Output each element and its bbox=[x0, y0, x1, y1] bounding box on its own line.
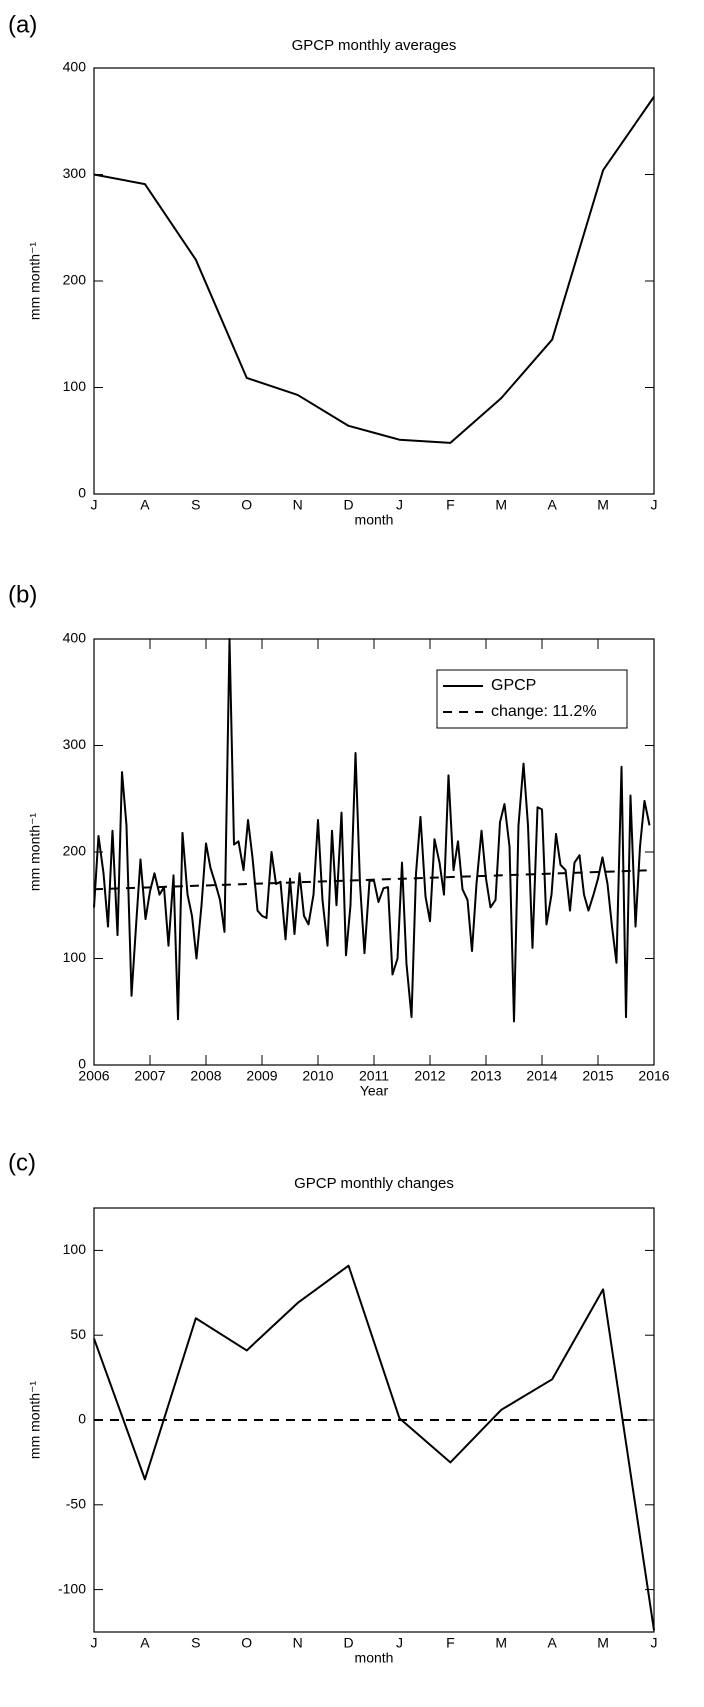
y-tick-label: 300 bbox=[63, 165, 87, 181]
chart-title: GPCP monthly averages bbox=[292, 37, 457, 54]
x-tick-label: J bbox=[396, 1635, 403, 1651]
y-tick-label: 100 bbox=[63, 949, 87, 965]
x-tick-label: O bbox=[241, 1635, 252, 1651]
y-tick-label: 0 bbox=[78, 1411, 86, 1427]
data-line bbox=[93, 869, 655, 891]
y-axis-label: mm month⁻¹ bbox=[27, 242, 43, 321]
x-tick-label: J bbox=[396, 497, 403, 513]
x-tick-label: A bbox=[140, 1635, 150, 1651]
x-tick-label: D bbox=[343, 1635, 353, 1651]
x-tick-label: A bbox=[548, 497, 558, 513]
x-tick-label: 2010 bbox=[302, 1068, 333, 1084]
x-axis-label: month bbox=[355, 1650, 394, 1666]
x-tick-label: M bbox=[597, 1635, 609, 1651]
x-tick-label: F bbox=[446, 1635, 455, 1651]
legend-label: GPCP bbox=[491, 677, 536, 694]
x-tick-label: N bbox=[293, 497, 303, 513]
x-tick-label: S bbox=[191, 1635, 200, 1651]
y-tick-label: 100 bbox=[63, 1241, 87, 1257]
x-tick-label: 2012 bbox=[414, 1068, 445, 1084]
x-tick-label: M bbox=[597, 497, 609, 513]
x-tick-label: F bbox=[446, 497, 455, 513]
x-tick-label: D bbox=[343, 497, 353, 513]
chart-title: GPCP monthly changes bbox=[294, 1175, 454, 1192]
x-tick-label: J bbox=[91, 1635, 98, 1651]
x-tick-label: 2013 bbox=[470, 1068, 501, 1084]
y-tick-label: -100 bbox=[58, 1580, 86, 1596]
data-line bbox=[93, 1264, 655, 1631]
x-tick-label: A bbox=[140, 497, 150, 513]
x-tick-label: 2008 bbox=[190, 1068, 221, 1084]
y-tick-label: 50 bbox=[70, 1326, 86, 1342]
y-axis-label: mm month⁻¹ bbox=[27, 1381, 43, 1460]
y-tick-label: 100 bbox=[63, 378, 87, 394]
x-tick-label: J bbox=[651, 497, 658, 513]
x-tick-label: 2011 bbox=[359, 1068, 389, 1084]
legend-box bbox=[436, 669, 628, 729]
y-axis-label: mm month⁻¹ bbox=[27, 813, 43, 892]
legend-label: change: 11.2% bbox=[491, 703, 597, 720]
x-tick-label: J bbox=[651, 1635, 658, 1651]
x-tick-label: 2016 bbox=[638, 1068, 669, 1084]
x-tick-label: 2015 bbox=[582, 1068, 613, 1084]
panel-label: (a) bbox=[8, 11, 37, 38]
panel-label: (b) bbox=[8, 581, 37, 608]
data-line bbox=[93, 96, 655, 444]
x-tick-label: O bbox=[241, 497, 252, 513]
x-tick-label: 2014 bbox=[526, 1068, 557, 1084]
x-tick-label: M bbox=[495, 497, 507, 513]
x-tick-label: S bbox=[191, 497, 200, 513]
x-axis-label: month bbox=[355, 512, 394, 528]
y-tick-label: 300 bbox=[63, 736, 87, 752]
x-tick-label: A bbox=[548, 1635, 558, 1651]
y-tick-label: 0 bbox=[78, 485, 86, 501]
y-tick-label: 400 bbox=[63, 630, 87, 646]
y-tick-label: -50 bbox=[66, 1496, 86, 1512]
y-tick-label: 0 bbox=[78, 1056, 86, 1072]
x-tick-label: M bbox=[495, 1635, 507, 1651]
panel-label: (c) bbox=[8, 1149, 36, 1176]
y-tick-label: 400 bbox=[63, 59, 87, 75]
y-tick-label: 200 bbox=[63, 272, 87, 288]
x-axis-label: Year bbox=[360, 1083, 389, 1099]
x-tick-label: J bbox=[91, 497, 98, 513]
x-tick-label: 2006 bbox=[78, 1068, 109, 1084]
x-tick-label: N bbox=[293, 1635, 303, 1651]
x-tick-label: 2009 bbox=[246, 1068, 277, 1084]
y-tick-label: 200 bbox=[63, 843, 87, 859]
x-tick-label: 2007 bbox=[134, 1068, 165, 1084]
